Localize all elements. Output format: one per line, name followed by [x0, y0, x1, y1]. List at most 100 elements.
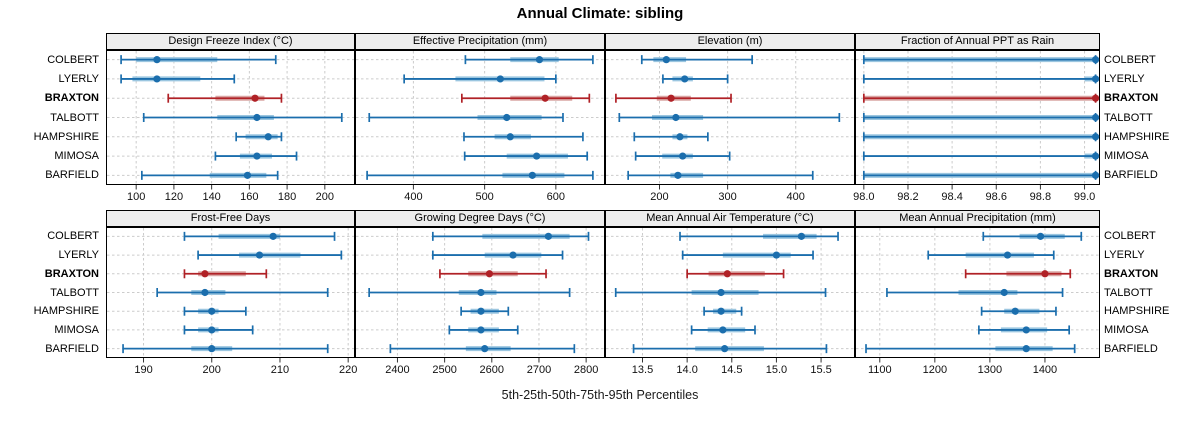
- median-dot: [533, 152, 541, 160]
- whisker-row-lyerly: [403, 74, 557, 84]
- strip-title: Frost-Free Days: [106, 210, 355, 227]
- row-label-right-hampshire: HAMPSHIRE: [1104, 130, 1170, 143]
- median-dot: [509, 251, 517, 259]
- strip-title: Elevation (m): [605, 33, 855, 50]
- tick-label: 14.0: [676, 364, 698, 376]
- median-dot: [681, 75, 689, 83]
- whisker-row-braxton: [439, 269, 547, 279]
- whisker-row-lyerly: [197, 250, 343, 260]
- median-dot: [672, 113, 680, 122]
- whisker-row-lyerly: [431, 250, 564, 260]
- median-dot: [1091, 171, 1100, 179]
- tick-label: 180: [277, 191, 297, 203]
- percentiles-caption: 5th-25th-50th-75th-95th Percentiles: [501, 388, 699, 402]
- median-dot: [477, 288, 485, 297]
- panel-plot: [106, 227, 355, 363]
- whisker-row-mimosa: [463, 151, 589, 161]
- strip-title: Mean Annual Air Temperature (°C): [605, 210, 855, 227]
- tick-label: 99.0: [1073, 191, 1096, 203]
- median-dot: [253, 113, 261, 122]
- median-dot: [201, 270, 209, 278]
- whisker-row-colbert: [464, 55, 594, 65]
- median-dot: [721, 345, 729, 353]
- whisker-row-mimosa: [862, 151, 1100, 161]
- strip-title: Effective Precipitation (mm): [355, 33, 605, 50]
- panel-plot: [855, 227, 1100, 363]
- median-dot: [1091, 133, 1100, 141]
- tick-label: 2500: [432, 364, 457, 376]
- whisker-row-lyerly: [662, 74, 729, 84]
- median-dot: [772, 251, 781, 259]
- median-dot: [269, 232, 277, 240]
- tick-label: 400: [786, 191, 805, 203]
- whisker-row-mimosa: [448, 325, 519, 335]
- row-label-left-talbott: TALBOTT: [50, 286, 99, 299]
- tick-label: 1200: [922, 364, 948, 376]
- whisker-row-braxton: [686, 269, 785, 279]
- whisker-row-braxton: [615, 93, 732, 103]
- median-dot: [1022, 326, 1030, 334]
- median-dot: [717, 307, 725, 315]
- median-dot: [528, 171, 536, 179]
- whisker-row-talbott: [142, 113, 343, 122]
- median-dot: [679, 152, 687, 160]
- median-dot: [253, 152, 261, 160]
- row-label-left-colbert: COLBERT: [47, 53, 99, 66]
- median-dot: [1000, 288, 1008, 297]
- median-dot: [485, 270, 494, 278]
- whisker-row-barfield: [627, 170, 814, 180]
- row-label-left-mimosa: MIMOSA: [54, 150, 99, 163]
- row-label-right-barfield: BARFIELD: [1104, 342, 1158, 355]
- whisker-row-hampshire: [980, 306, 1057, 316]
- whisker-row-hampshire: [460, 306, 510, 316]
- whisker-row-colbert: [120, 55, 277, 65]
- tick-label: 600: [546, 191, 566, 203]
- median-dot: [662, 56, 670, 64]
- median-dot: [1091, 75, 1100, 83]
- median-dot: [676, 133, 684, 141]
- whisker-row-mimosa: [690, 325, 756, 335]
- whisker-row-hampshire: [703, 306, 743, 316]
- panel-plot: [355, 50, 605, 190]
- median-dot: [251, 94, 259, 102]
- tick-label: 190: [134, 364, 153, 376]
- whisker-row-colbert: [862, 55, 1100, 65]
- whisker-row-barfield: [632, 344, 828, 354]
- row-label-left-hampshire: HAMPSHIRE: [33, 305, 99, 318]
- median-dot: [477, 307, 485, 315]
- whisker-row-mimosa: [634, 151, 731, 161]
- median-dot: [541, 94, 549, 102]
- tick-label: 98.8: [1029, 191, 1052, 203]
- whisker-row-lyerly: [681, 250, 814, 260]
- strip-title: Growing Degree Days (°C): [355, 210, 605, 227]
- tick-label: 220: [338, 364, 358, 376]
- whisker-row-braxton: [460, 93, 591, 103]
- whisker-row-braxton: [964, 269, 1072, 279]
- tick-label: 210: [270, 364, 290, 376]
- tick-label: 2700: [526, 364, 552, 376]
- tick-label: 500: [475, 191, 494, 203]
- median-dot: [1091, 94, 1100, 102]
- whisker-row-hampshire: [235, 132, 283, 142]
- median-dot: [674, 171, 682, 179]
- tick-label: 98.2: [897, 191, 919, 203]
- whisker-row-colbert: [982, 231, 1083, 241]
- row-label-left-talbott: TALBOTT: [50, 111, 99, 124]
- tick-label: 1400: [1032, 364, 1058, 376]
- whisker-row-talbott: [886, 288, 1064, 297]
- row-label-left-lyerly: LYERLY: [58, 249, 99, 262]
- whisker-row-mimosa: [978, 325, 1071, 335]
- median-dot: [1003, 251, 1012, 259]
- whisker-row-talbott: [862, 113, 1100, 122]
- row-label-left-lyerly: LYERLY: [58, 72, 99, 85]
- median-dot: [255, 251, 264, 259]
- median-dot: [503, 113, 511, 122]
- whisker-row-talbott: [618, 113, 841, 122]
- median-dot: [264, 133, 272, 141]
- median-dot: [208, 345, 216, 353]
- whisker-row-hampshire: [633, 132, 709, 142]
- whisker-row-barfield: [122, 344, 329, 354]
- whisker-row-colbert: [183, 231, 336, 241]
- median-dot: [667, 94, 675, 102]
- median-dot: [1091, 152, 1100, 160]
